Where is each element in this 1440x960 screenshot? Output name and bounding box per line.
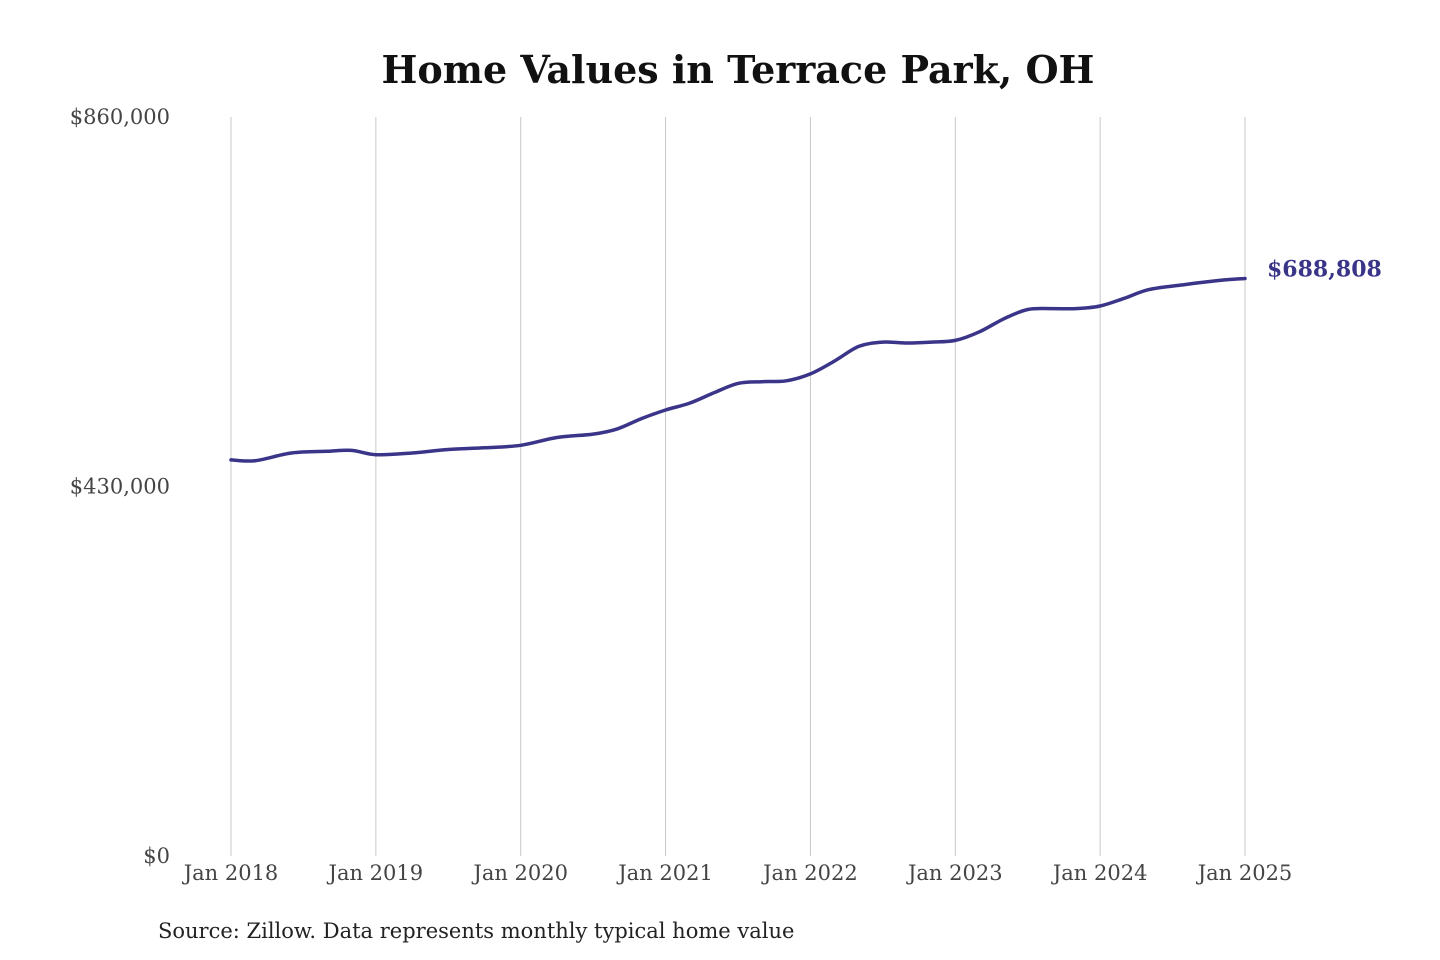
y-tick-label: $0 xyxy=(143,844,170,868)
x-tick-label: Jan 2023 xyxy=(906,861,1003,885)
gridlines xyxy=(230,117,1246,856)
series-group xyxy=(229,276,1247,463)
x-tick-label: Jan 2020 xyxy=(471,861,568,885)
x-axis-ticks: Jan 2018 Jan 2019 Jan 2020 Jan 2021 Jan 2022… xyxy=(182,861,1293,885)
x-tick-label: Jan 2025 xyxy=(1196,861,1293,885)
x-tick-label: Jan 2021 xyxy=(616,861,713,885)
source-note: Source: Zillow. Data represents monthly … xyxy=(158,919,794,943)
x-tick-label: Jan 2022 xyxy=(761,861,858,885)
end-value-label: $688,808 xyxy=(1267,257,1382,283)
x-tick-label: Jan 2024 xyxy=(1051,861,1148,885)
y-tick-label: $430,000 xyxy=(70,475,170,499)
y-tick-label: $860,000 xyxy=(70,105,170,129)
y-axis-ticks: $0 $430,000 $860,000 xyxy=(70,105,170,868)
series-line xyxy=(229,276,1247,463)
x-tick-label: Jan 2018 xyxy=(182,861,279,885)
chart-title: Home Values in Terrace Park, OH xyxy=(382,47,1095,92)
x-tick-label: Jan 2019 xyxy=(327,861,424,885)
